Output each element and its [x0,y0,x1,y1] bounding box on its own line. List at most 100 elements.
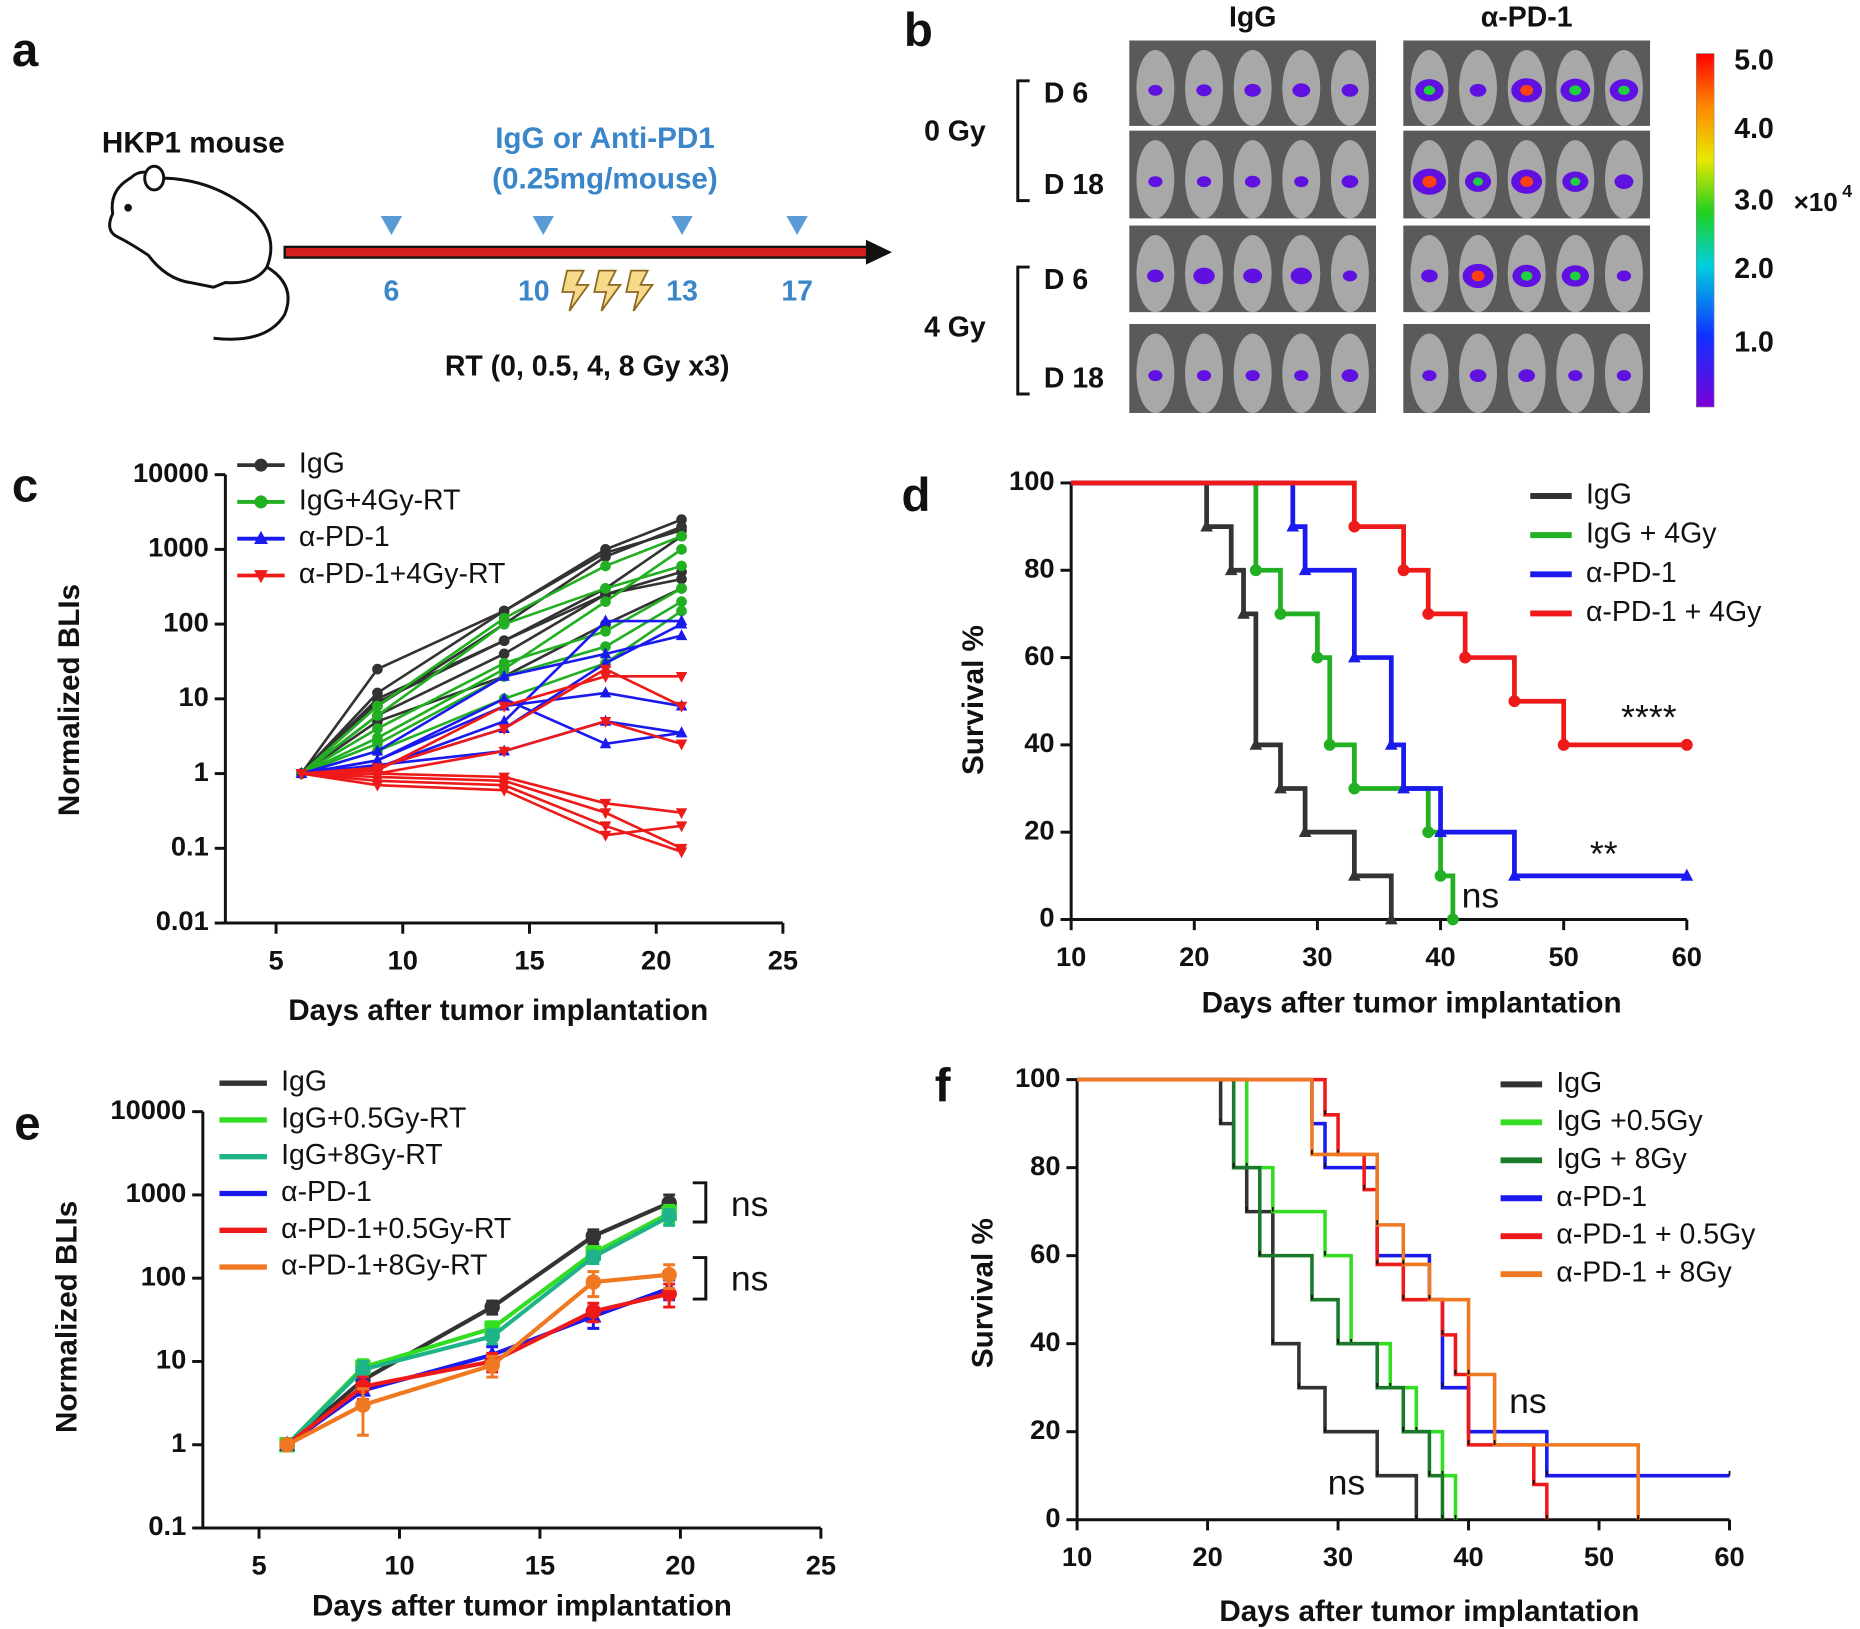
day-label: 6 [384,276,400,308]
annotation: ns [731,1184,769,1224]
marker [1249,564,1262,577]
marker [1422,607,1435,620]
marker [585,1303,602,1320]
x-tick-label: 50 [1584,1541,1614,1572]
marker [599,830,612,842]
marker [295,769,308,781]
marker [498,618,510,630]
annotation: ns [1462,876,1500,916]
colorbar-unit: ×10 [1794,187,1838,217]
marker [1249,737,1263,750]
annotation: ns [1328,1463,1366,1503]
y-tick-label: 100 [163,606,209,637]
signal [1147,269,1164,283]
marker [675,629,688,641]
marker [676,573,687,585]
x-axis-label: Days after tumor implantation [1219,1595,1639,1628]
signal-core [1618,85,1630,96]
panel-letter: f [935,1060,951,1113]
marker [1274,781,1287,794]
day-label: 13 [666,276,698,308]
marker [254,530,268,545]
x-tick-label: 10 [1062,1541,1092,1572]
x-tick-label: 20 [665,1549,695,1580]
marker [599,798,612,810]
signal [1518,369,1535,383]
survival-curve [1077,1077,1419,1520]
legend-label: IgG+4Gy-RT [299,484,461,516]
y-axis-label: Normalized BLIs [51,1201,84,1433]
legend-label: IgG [281,1066,327,1098]
marker [675,847,688,859]
y-tick-label: 1000 [126,1177,187,1208]
legend-label: IgG +0.5Gy [1556,1105,1703,1137]
signal [1421,269,1438,283]
y-tick-label: 100 [1015,1062,1061,1093]
y-tick-label: 0.01 [156,905,209,936]
x-tick-label: 15 [514,944,544,975]
x-tick-label: 10 [388,944,418,975]
signal [1469,83,1487,97]
annotation: ns [1509,1381,1547,1421]
legend-label: IgG + 4Gy [1586,518,1717,550]
marker [661,1267,677,1283]
y-tick-label: 10000 [110,1094,186,1125]
mouse-label: HKP1 mouse [102,127,285,160]
marker [1557,738,1570,751]
legend-label: α-PD-1 [281,1176,372,1208]
legend-label: IgG+0.5Gy-RT [281,1102,466,1134]
rt-bolt [561,269,591,312]
marker [1348,520,1361,533]
legend-label: α-PD-1+8Gy-RT [281,1250,487,1282]
colorbar-label: 2.0 [1734,253,1774,285]
legend-label: IgG [1556,1067,1602,1099]
y-axis-label: Survival % [966,1218,999,1368]
signal [1568,370,1583,382]
signal [1616,270,1632,282]
data-line [301,772,682,853]
signal [1196,176,1212,188]
signal-core [1520,84,1534,96]
x-tick-label: 60 [1672,941,1702,972]
treatment-label: IgG or Anti-PD1 [495,122,715,155]
signal-core [1520,271,1533,281]
marker [372,687,383,699]
legend-label: α-PD-1 [299,521,390,553]
bracket [692,1181,708,1224]
marker [675,808,688,820]
legend-label: α-PD-1 [1556,1181,1647,1213]
y-tick-label: 20 [1024,814,1054,845]
marker [1298,825,1312,838]
marker [1434,869,1447,882]
bracket [692,1256,708,1301]
signal [1422,370,1437,382]
panel-letter: e [14,1098,40,1151]
signal [1244,83,1261,97]
signal [1196,84,1212,97]
day-label: 10 [518,276,550,308]
x-axis-label: Days after tumor implantation [1202,987,1622,1020]
marker [1680,738,1693,751]
marker [1348,782,1361,795]
marker [585,1228,602,1244]
marker [599,737,612,749]
marker [675,701,688,713]
marker [372,723,383,734]
marker [498,772,510,784]
y-tick-label: 10 [178,681,208,712]
marker [254,570,268,584]
x-axis-label: Days after tumor implantation [288,994,708,1027]
colorbar-label: 5.0 [1734,44,1774,76]
survival-curve [1071,480,1456,920]
day-row-label: D 6 [1044,78,1088,110]
x-tick-label: 10 [384,1549,414,1580]
marker [675,821,688,833]
marker [676,596,687,607]
survival-curve [1071,480,1394,920]
marker [498,785,510,797]
marker [371,780,384,792]
signal [1341,83,1359,97]
signal [1243,268,1263,284]
y-tick-label: 60 [1024,640,1054,671]
survival-curve [1077,1077,1640,1520]
